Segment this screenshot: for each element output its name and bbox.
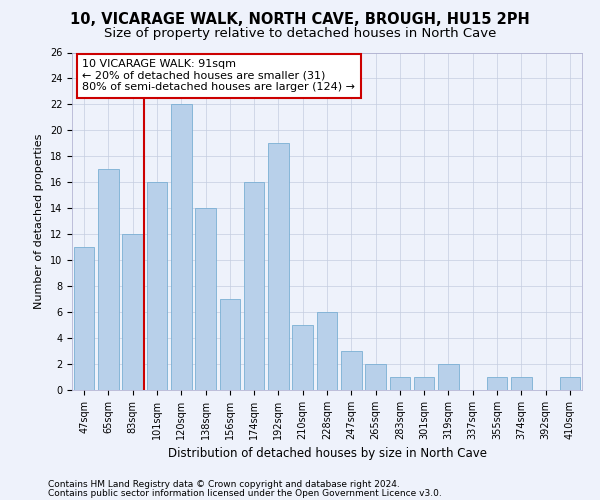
Bar [438,364,459,390]
Bar [292,325,313,390]
Bar [98,170,119,390]
Bar [317,312,337,390]
Bar [195,208,216,390]
Y-axis label: Number of detached properties: Number of detached properties [34,134,44,309]
Text: 10 VICARAGE WALK: 91sqm
← 20% of detached houses are smaller (31)
80% of semi-de: 10 VICARAGE WALK: 91sqm ← 20% of detache… [82,59,355,92]
Text: Size of property relative to detached houses in North Cave: Size of property relative to detached ho… [104,28,496,40]
Bar [74,247,94,390]
Bar [511,377,532,390]
Text: Contains public sector information licensed under the Open Government Licence v3: Contains public sector information licen… [48,488,442,498]
Bar [487,377,508,390]
Bar [146,182,167,390]
X-axis label: Distribution of detached houses by size in North Cave: Distribution of detached houses by size … [167,448,487,460]
Bar [268,144,289,390]
Text: 10, VICARAGE WALK, NORTH CAVE, BROUGH, HU15 2PH: 10, VICARAGE WALK, NORTH CAVE, BROUGH, H… [70,12,530,28]
Bar [560,377,580,390]
Bar [341,351,362,390]
Bar [365,364,386,390]
Bar [171,104,191,390]
Bar [122,234,143,390]
Bar [244,182,265,390]
Bar [389,377,410,390]
Bar [220,299,240,390]
Bar [414,377,434,390]
Text: Contains HM Land Registry data © Crown copyright and database right 2024.: Contains HM Land Registry data © Crown c… [48,480,400,489]
